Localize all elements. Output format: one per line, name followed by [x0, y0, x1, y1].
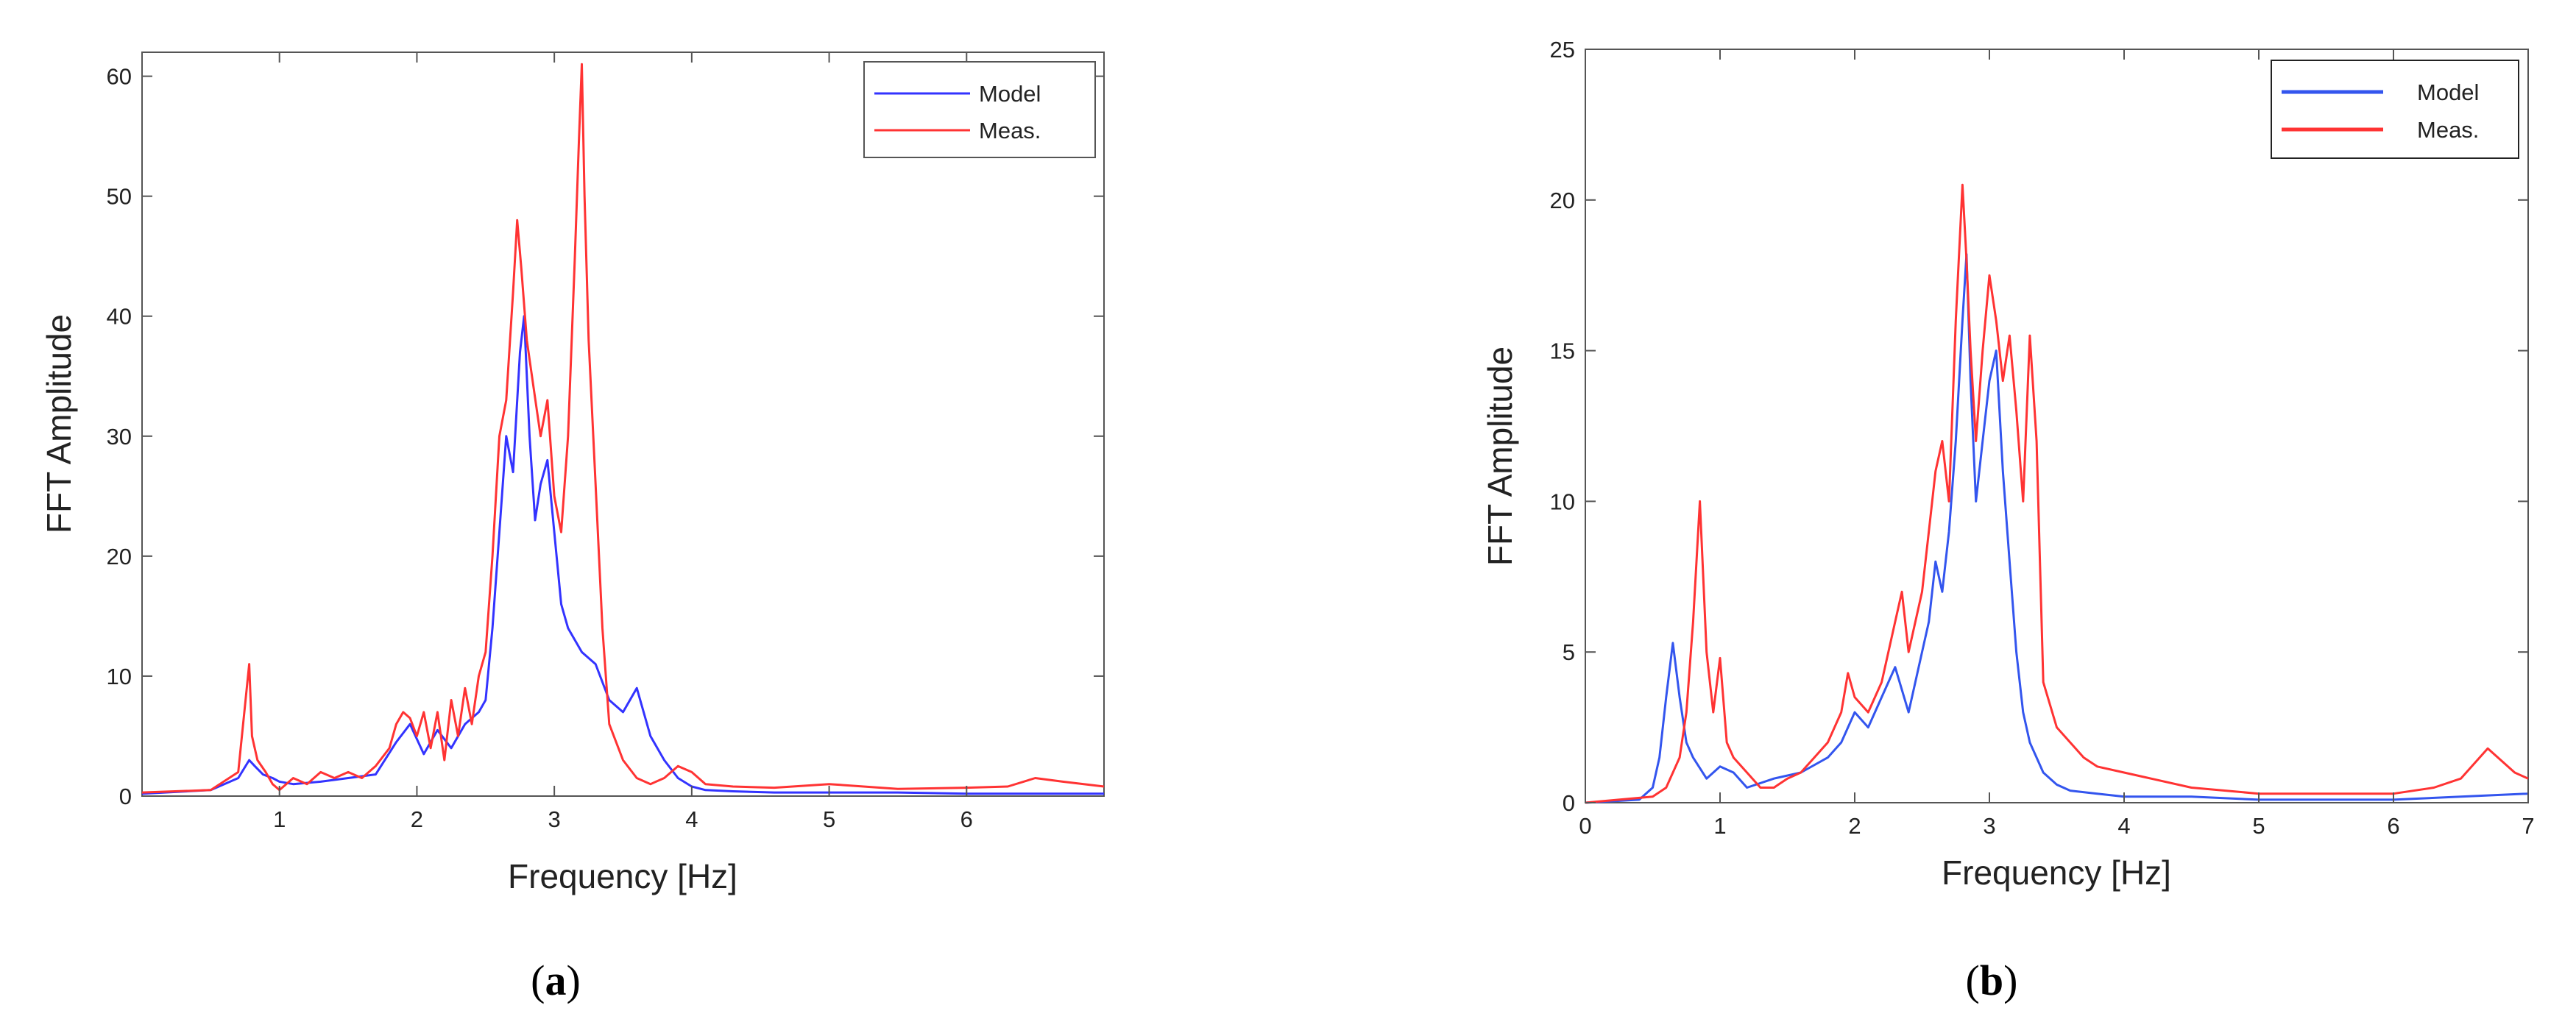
y-tick-label-a: 20 [107, 544, 132, 569]
y-axis-label-a: FFT Amplitude [40, 314, 78, 533]
y-tick-label-b: 25 [1550, 37, 1575, 63]
y-tick-label-a: 40 [107, 304, 132, 330]
x-axis-label-a: Frequency [Hz] [508, 857, 737, 895]
y-tick-label-a: 60 [107, 64, 132, 90]
legend-label-model-a: Model [979, 81, 1041, 107]
x-tick-label-a: 6 [960, 806, 973, 832]
x-tick-label-a: 1 [273, 806, 286, 832]
x-tick-label-a: 5 [823, 806, 835, 832]
x-tick-label-b: 2 [1848, 813, 1861, 839]
x-tick-label-b: 6 [2387, 813, 2399, 839]
x-tick-label-b: 4 [2117, 813, 2130, 839]
y-tick-label-b: 20 [1550, 188, 1575, 213]
x-tick-label-a: 2 [411, 806, 423, 832]
plot-frame-b [1585, 49, 2529, 803]
series-line-meas-a [141, 63, 1105, 794]
legend-box-b [2271, 60, 2519, 159]
x-tick-label-b: 0 [1579, 813, 1591, 839]
x-tick-label-b: 3 [1983, 813, 1995, 839]
series-line-model-b [1585, 253, 2529, 804]
y-tick-label-b: 10 [1550, 489, 1575, 514]
y-tick-label-a: 10 [107, 664, 132, 689]
panel-label-a: (a) [531, 956, 581, 1004]
legend-label-model-b: Model [2417, 79, 2479, 105]
legend-label-meas-b: Meas. [2417, 117, 2479, 143]
y-tick-label-a: 30 [107, 424, 132, 450]
panel-label-b: (b) [1966, 956, 2018, 1004]
y-axis-label-b: FFT Amplitude [1481, 347, 1519, 566]
y-tick-label-a: 0 [119, 784, 132, 809]
y-tick-label-b: 0 [1563, 790, 1575, 816]
y-tick-label-a: 50 [107, 184, 132, 210]
series-line-model-a [141, 315, 1104, 795]
legend-label-meas-a: Meas. [979, 118, 1041, 143]
x-tick-label-b: 1 [1713, 813, 1726, 839]
x-tick-label-a: 4 [685, 806, 698, 832]
legend-box-a [863, 61, 1096, 158]
legend-b: Model Meas. [2271, 60, 2519, 159]
y-tick-label-b: 15 [1550, 338, 1575, 364]
chart-b: 0 1 2 3 4 5 6 7 0 5 10 15 20 25 Frequency [Hz] FFT Am… [1481, 37, 2535, 1004]
plot-frame-a [141, 52, 1105, 797]
x-tick-label-b: 5 [2252, 813, 2265, 839]
legend-a: Model Meas. [863, 61, 1096, 158]
x-axis-label-b: Frequency [Hz] [1942, 853, 2171, 892]
x-tick-label-b: 7 [2522, 813, 2534, 839]
y-tick-label-b: 5 [1563, 639, 1575, 665]
series-line-meas-b [1585, 183, 2529, 804]
x-tick-label-a: 3 [548, 806, 561, 832]
